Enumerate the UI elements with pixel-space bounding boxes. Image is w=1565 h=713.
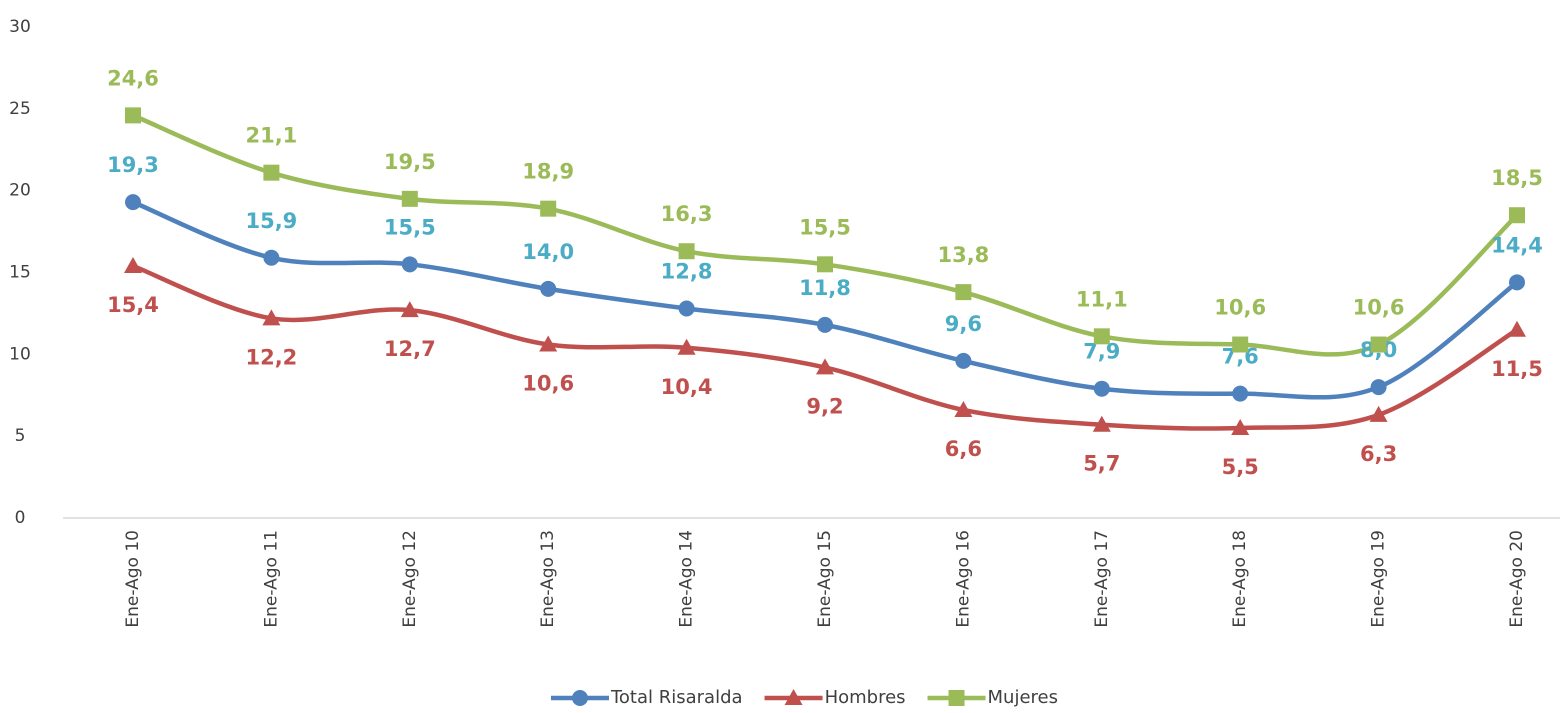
data-point: [1508, 320, 1526, 337]
data-label: 12,7: [384, 337, 436, 361]
legend-marker: [948, 690, 965, 706]
data-point: [1509, 274, 1525, 291]
data-point: [263, 249, 280, 266]
data-label: 14,4: [1491, 233, 1543, 257]
data-point: [1370, 379, 1387, 396]
data-label: 6,3: [1360, 442, 1397, 466]
data-label: 9,2: [806, 394, 843, 418]
y-tick-label: 20: [9, 181, 31, 201]
x-tick-label: Ene-Ago 16: [953, 530, 973, 628]
data-label: 15,4: [107, 293, 159, 317]
data-label: 11,8: [799, 276, 851, 300]
y-tick-label: 10: [9, 344, 31, 364]
data-label: 13,8: [937, 243, 989, 267]
y-tick-label: 0: [15, 508, 26, 528]
data-label: 12,8: [661, 260, 713, 284]
data-label: 14,0: [522, 240, 574, 264]
data-point: [817, 256, 833, 273]
data-label: 15,5: [799, 215, 851, 239]
data-label: 5,7: [1083, 452, 1120, 476]
data-point: [1370, 336, 1387, 353]
x-tick-label: Ene-Ago 12: [400, 530, 420, 628]
data-point: [400, 301, 419, 318]
data-point: [539, 335, 558, 352]
data-point: [677, 338, 696, 355]
data-point: [1093, 328, 1110, 345]
data-label: 15,9: [245, 209, 297, 233]
x-tick-label: Ene-Ago 20: [1507, 530, 1527, 628]
data-label: 18,5: [1491, 166, 1543, 190]
data-label: 15,5: [384, 215, 436, 239]
y-tick-label: 30: [9, 17, 31, 37]
data-point: [401, 190, 418, 207]
legend: Total Risaralda Hombres Mujeres: [550, 687, 1058, 708]
data-label: 19,5: [384, 150, 436, 174]
data-label: 10,6: [1353, 296, 1405, 320]
data-point: [125, 194, 141, 211]
data-point: [678, 300, 695, 317]
data-point: [1232, 385, 1249, 402]
data-label: 21,1: [245, 124, 297, 148]
data-label: 10,4: [661, 375, 713, 399]
x-tick-label: Ene-Ago 17: [1092, 530, 1112, 628]
data-point: [955, 284, 972, 301]
data-label: 5,5: [1222, 455, 1259, 479]
x-tick-label: Ene-Ago 14: [677, 530, 697, 628]
x-tick-label: Ene-Ago 15: [815, 530, 835, 628]
data-label: 10,6: [522, 372, 574, 396]
data-label: 16,3: [661, 202, 713, 226]
data-label: 9,6: [945, 312, 982, 336]
data-point: [954, 400, 973, 417]
data-point: [1231, 418, 1250, 435]
legend-marker: [571, 690, 588, 706]
data-label: 19,3: [107, 153, 159, 177]
x-tick-label: Ene-Ago 11: [261, 530, 281, 628]
data-point: [263, 164, 280, 181]
data-point: [817, 316, 833, 333]
data-point: [1093, 380, 1110, 397]
data-label: 12,2: [245, 345, 297, 369]
legend-label: Mujeres: [988, 687, 1058, 708]
data-label: 11,1: [1076, 287, 1128, 311]
data-point: [1509, 207, 1525, 224]
data-label: 6,6: [945, 437, 982, 461]
data-label: 24,6: [107, 66, 159, 90]
data-point: [540, 280, 557, 297]
data-point: [124, 256, 142, 273]
x-tick-label: Ene-Ago 13: [538, 530, 558, 628]
x-tick-label: Ene-Ago 18: [1230, 530, 1250, 628]
data-point: [678, 243, 695, 260]
y-tick-label: 25: [9, 99, 31, 119]
data-point: [1092, 415, 1111, 432]
data-point: [1369, 405, 1388, 422]
data-point: [401, 256, 418, 273]
legend-marker: [784, 689, 803, 705]
data-label: 11,5: [1491, 357, 1543, 381]
x-tick-label: Ene-Ago 19: [1369, 530, 1389, 628]
data-point: [540, 200, 557, 217]
y-tick-label: 5: [15, 426, 26, 446]
data-point: [816, 358, 834, 375]
legend-label: Total Risaralda: [610, 687, 743, 708]
x-tick-label: Ene-Ago 10: [123, 530, 143, 628]
data-label: 10,6: [1214, 296, 1266, 320]
data-point: [955, 352, 972, 369]
legend-label: Hombres: [825, 687, 906, 708]
data-point: [262, 309, 281, 326]
data-point: [125, 107, 141, 124]
y-tick-label: 15: [9, 263, 31, 283]
data-label: 18,9: [522, 160, 574, 184]
data-point: [1232, 336, 1249, 353]
